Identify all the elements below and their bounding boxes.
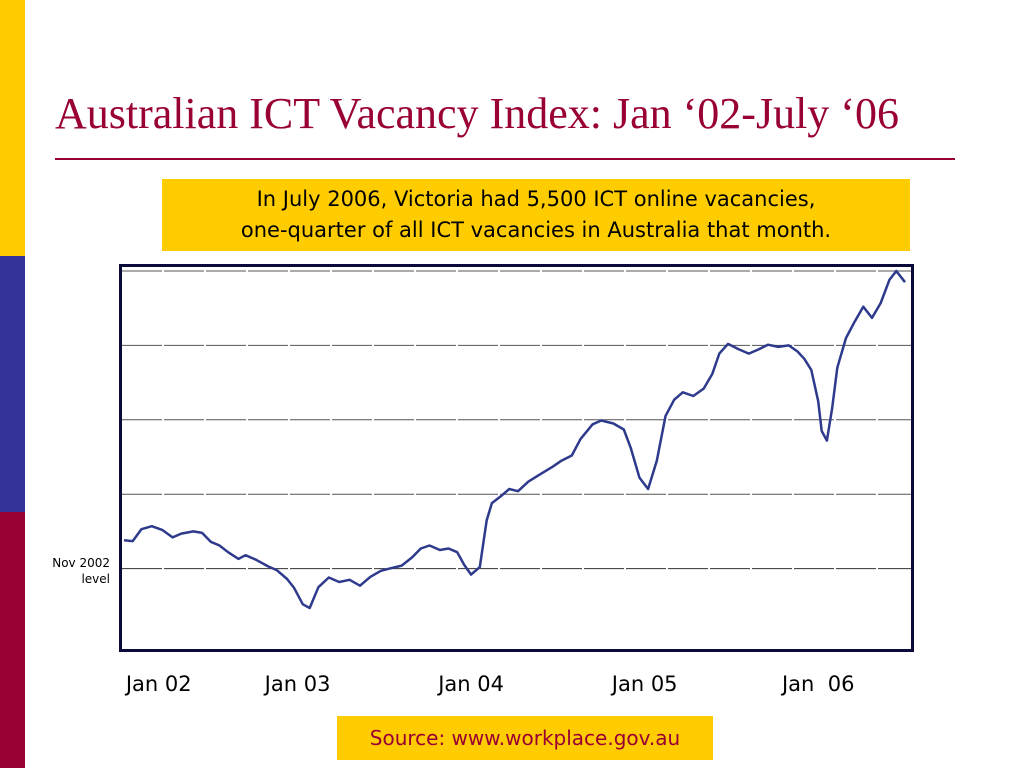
x-tick-label: Jan 06 [781,672,855,696]
slide-title: Australian ICT Vacancy Index: Jan ‘02-Ju… [55,89,899,138]
x-tick-label: Jan 04 [438,672,504,696]
left-stripe-blue [0,256,25,512]
left-stripe-yellow [0,0,25,256]
reference-line-label: Nov 2002 level [30,555,110,587]
x-tick-label: Jan 05 [611,672,678,696]
reference-label-line-1: Nov 2002 [52,555,110,570]
x-tick-label: Jan 02 [125,672,192,696]
source-note: Source: www.workplace.gov.au [337,716,713,760]
x-tick-label: Jan 03 [264,672,331,696]
line-chart [122,269,911,610]
plot-area [119,264,914,652]
callout-line-2: one-quarter of all ICT vacancies in Aust… [240,218,832,242]
reference-label-line-2: level [81,571,110,586]
title-underline [55,158,955,160]
left-stripe-red [0,512,25,768]
callout-box: In July 2006, Victoria had 5,500 ICT onl… [162,179,910,251]
callout-line-1: In July 2006, Victoria had 5,500 ICT onl… [256,187,816,211]
series-line-1 [123,269,906,610]
